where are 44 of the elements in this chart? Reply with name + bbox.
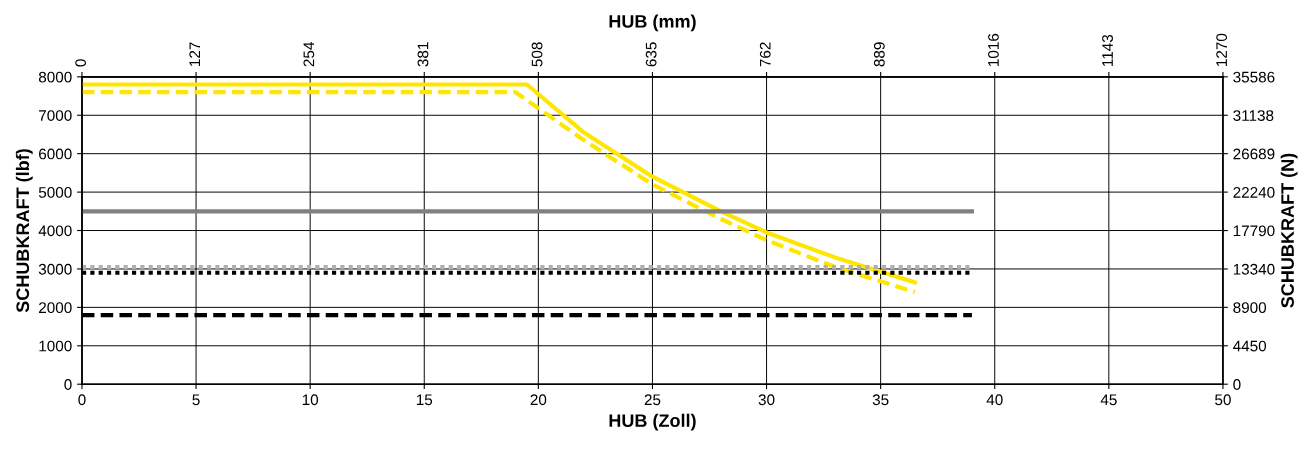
x2-tick-label: 762 [759, 42, 771, 67]
y-tick-label: 3000 [38, 263, 72, 275]
x-tick-label: 15 [416, 394, 433, 406]
x-tick-label: 20 [530, 394, 547, 406]
x-tick-label: 40 [986, 394, 1003, 406]
x-tick-label: 45 [1100, 394, 1117, 406]
y2-tick-label: 31138 [1233, 110, 1274, 121]
x2-tick-label: 1143 [1102, 34, 1113, 66]
x2-tick-label: 1016 [988, 33, 999, 66]
y2-tick-label: 35586 [1233, 71, 1275, 83]
y-tick-label: 4000 [38, 225, 72, 237]
x2-axis-title: HUB (mm) [609, 14, 696, 32]
y2-axis-title: SCHUBKRAFT (N) [1280, 153, 1298, 308]
x2-tick-label: 0 [75, 59, 87, 67]
x2-tick-label: 127 [189, 42, 201, 66]
x-tick-label: 25 [644, 394, 661, 406]
y-tick-label: 7000 [39, 110, 72, 121]
y2-tick-label: 26689 [1233, 148, 1275, 160]
y-tick-label: 5000 [38, 186, 72, 198]
y2-tick-label: 8900 [1233, 302, 1267, 314]
y-tick-label: 6000 [39, 148, 72, 160]
x-tick-label: 5 [192, 394, 200, 406]
x-tick-label: 0 [78, 394, 86, 406]
y-tick-label: 2000 [39, 302, 72, 314]
x-tick-label: 35 [872, 394, 889, 406]
x2-tick-label: 1270 [1216, 33, 1228, 66]
y2-tick-label: 4450 [1233, 340, 1267, 352]
y2-tick-label: 13340 [1233, 263, 1275, 275]
x-tick-label: 10 [302, 394, 319, 406]
x-axis-title: HUB (Zoll) [609, 413, 696, 431]
x2-tick-label: 635 [645, 42, 657, 67]
x-tick-label: 30 [758, 394, 775, 406]
y2-tick-label: 17790 [1233, 225, 1275, 237]
x2-tick-label: 889 [873, 42, 885, 67]
x-tick-label: 50 [1215, 394, 1231, 406]
x2-tick-label: 254 [303, 42, 315, 67]
y-axis-title: SCHUBKRAFT (lbf) [15, 149, 33, 313]
x2-tick-label: 508 [531, 42, 543, 67]
x2-tick-label: 381 [417, 42, 429, 67]
y-tick-label: 1000 [39, 340, 72, 352]
y2-tick-label: 0 [1233, 379, 1241, 390]
y-tick-label: 0 [64, 379, 72, 390]
y2-tick-label: 22240 [1233, 186, 1275, 198]
y-tick-label: 8000 [38, 71, 72, 83]
